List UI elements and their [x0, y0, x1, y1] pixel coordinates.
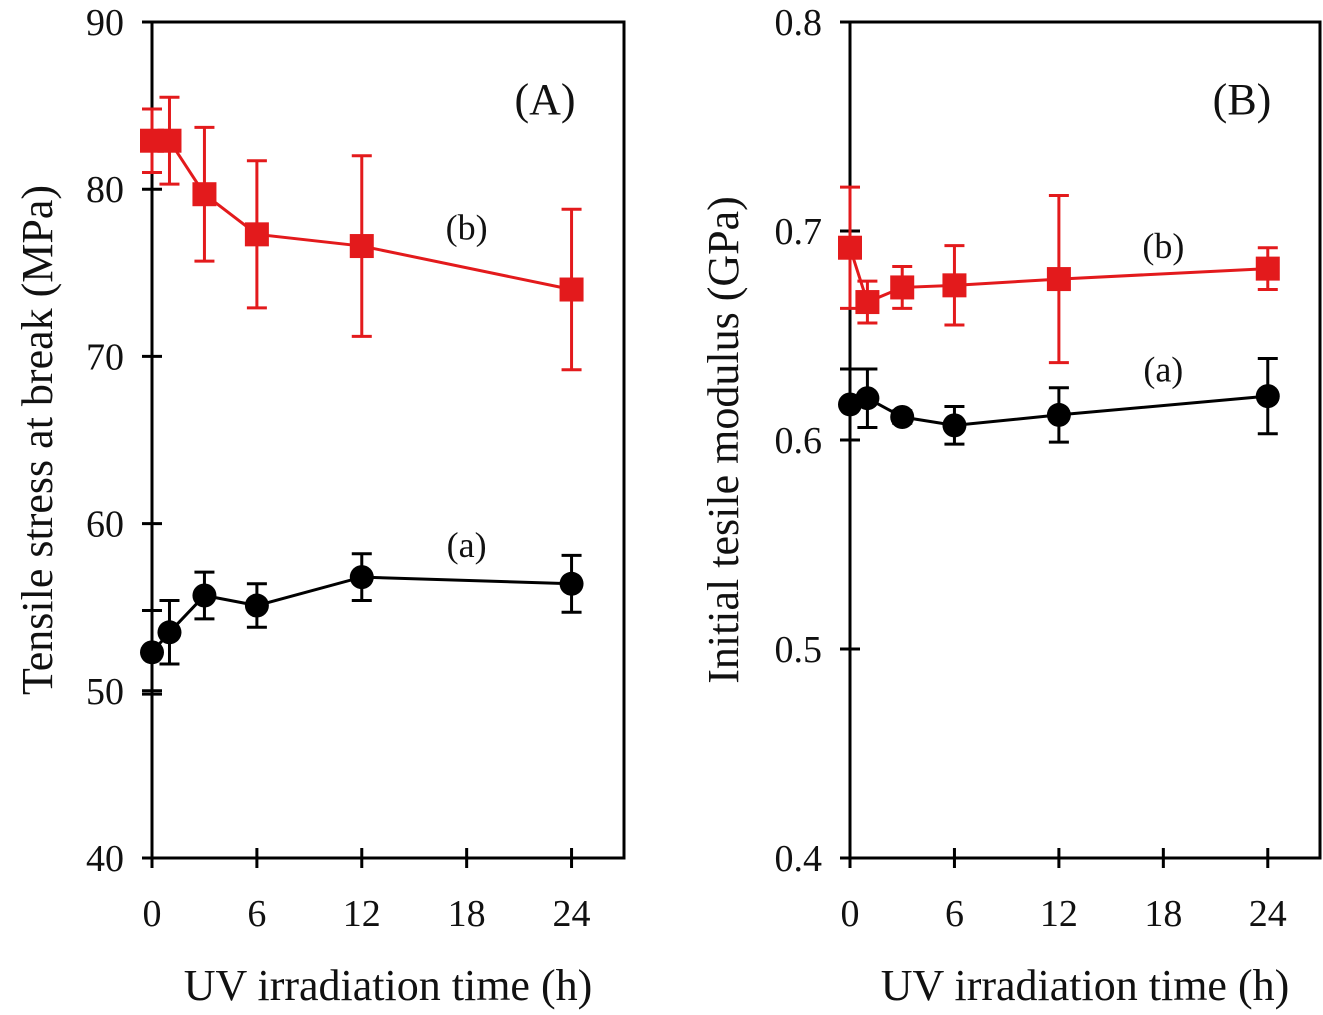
data-point — [1046, 267, 1071, 292]
y-tick-label: 60 — [86, 504, 124, 546]
data-point — [942, 273, 967, 298]
x-tick-label: 12 — [1040, 893, 1078, 935]
x-tick-label: 18 — [448, 893, 486, 935]
y-axis-label: Initial tesile modulus (GPa) — [699, 196, 748, 684]
y-tick-label: 0.6 — [775, 420, 823, 462]
x-axis-label: UV irradiation time (h) — [184, 961, 593, 1010]
data-point — [1046, 402, 1071, 427]
panel-b-tensile-modulus: (B) UV irradiation time (h) Initial tesi… — [699, 2, 1322, 1010]
y-tick-label: 0.4 — [775, 838, 823, 880]
series-label: (b) — [446, 207, 488, 247]
series-a: (a) — [140, 525, 584, 696]
plot-frame — [150, 20, 626, 860]
x-tick-label: 0 — [841, 893, 860, 935]
y-tick-label: 40 — [86, 838, 124, 880]
data-point — [559, 277, 584, 302]
data-point — [192, 182, 217, 207]
panel-a-tensile-stress: (A) UV irradiation time (h) Tensile stre… — [13, 2, 626, 1010]
data-point — [890, 405, 915, 430]
data-point — [1255, 256, 1280, 281]
data-point — [1255, 384, 1280, 409]
panel-label: (A) — [514, 75, 575, 124]
data-point — [244, 593, 269, 618]
x-tick-label: 0 — [143, 893, 162, 935]
x-tick-label: 18 — [1144, 893, 1182, 935]
y-tick-label: 80 — [86, 169, 124, 211]
data-point — [942, 413, 967, 438]
panel-label: (B) — [1213, 75, 1272, 124]
series-a: (a) — [838, 349, 1280, 446]
data-point — [349, 565, 374, 590]
series-b: (b) — [838, 185, 1280, 365]
series-b: (b) — [140, 95, 584, 372]
x-tick-label: 12 — [343, 893, 381, 935]
data-point — [244, 222, 269, 247]
plot-frame — [848, 20, 1322, 860]
data-point — [559, 571, 584, 596]
series-label: (a) — [1143, 349, 1183, 389]
y-tick-label: 50 — [86, 671, 124, 713]
data-point — [838, 235, 862, 260]
y-tick-label: 90 — [86, 2, 124, 44]
series-label: (a) — [447, 525, 487, 565]
data-point — [140, 640, 164, 665]
data-point — [192, 583, 217, 608]
x-tick-label: 24 — [553, 893, 591, 935]
data-point — [157, 128, 182, 153]
data-point — [855, 290, 880, 315]
y-tick-label: 0.8 — [775, 2, 823, 44]
data-point — [855, 386, 880, 411]
y-tick-label: 0.5 — [775, 629, 823, 671]
x-tick-label: 24 — [1249, 893, 1287, 935]
x-tick-label: 6 — [945, 893, 964, 935]
data-point — [349, 234, 374, 259]
x-tick-label: 6 — [247, 893, 266, 935]
y-tick-label: 70 — [86, 336, 124, 378]
series-label: (b) — [1142, 226, 1184, 266]
data-point — [157, 620, 182, 645]
x-axis-label: UV irradiation time (h) — [881, 961, 1290, 1010]
y-tick-label: 0.7 — [775, 211, 823, 253]
y-axis-label: Tensile stress at break (MPa) — [13, 185, 62, 695]
data-point — [890, 275, 915, 300]
